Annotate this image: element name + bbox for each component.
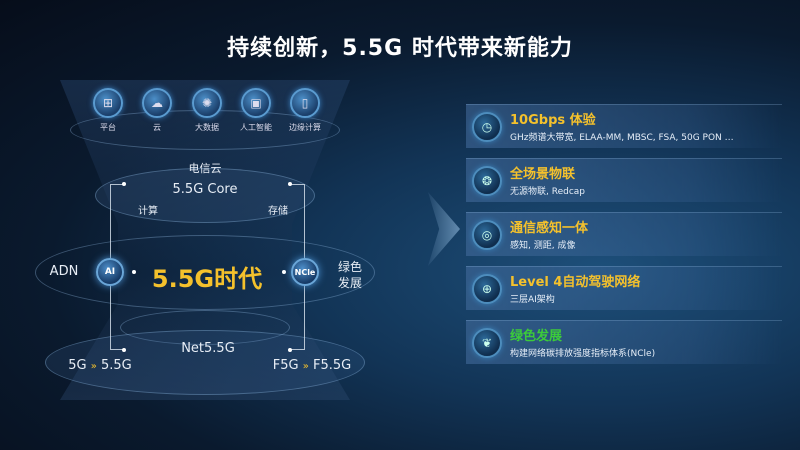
net-ring — [45, 330, 365, 395]
bracket-dot — [288, 348, 292, 352]
capability-card: ❂ 全场景物联 无源物联, Redcap — [466, 158, 782, 202]
double-chevron-icon: » — [302, 361, 309, 372]
adn-label: ADN — [49, 264, 79, 279]
sensing-icon: ◎ — [472, 220, 502, 250]
cloud-item-label: 边缘计算 — [289, 123, 321, 132]
bracket-dot — [122, 182, 126, 186]
bracket-dot — [288, 182, 292, 186]
cloud-item-label: 平台 — [100, 123, 116, 132]
card-subtitle: 构建网络碳排放强度指标体系(NCle) — [510, 349, 656, 359]
capability-card: ⊕ Level 4自动驾驶网络 三层AI架构 — [466, 266, 782, 310]
center-label: 5.5G时代 — [151, 265, 263, 293]
telecom-cloud-label: 电信云 — [188, 162, 222, 175]
capability-card: ◷ 10Gbps 体验 GHz频谱大带宽, ELAA-MM, MBSC, FSA… — [466, 104, 782, 148]
autonomous-network-icon: ⊕ — [472, 274, 502, 304]
card-subtitle: 三层AI架构 — [510, 295, 555, 305]
cloud-item-2: ✺ 大数据 — [182, 88, 232, 133]
capability-card: ◎ 通信感知一体 感知, 测距, 成像 — [466, 212, 782, 256]
ai-node: AI — [96, 258, 124, 286]
arrow-right-icon — [428, 192, 460, 266]
cloud-item-label: 云 — [153, 123, 161, 132]
cloud-item-4: ▯ 边缘计算 — [280, 88, 330, 133]
speed-gauge-icon: ◷ — [472, 112, 502, 142]
card-title: 通信感知一体 — [510, 221, 589, 236]
platform-icon: ⊞ — [93, 88, 123, 118]
card-title: 10Gbps 体验 — [510, 113, 596, 128]
evolution-from: 5G — [68, 358, 87, 373]
capability-card: ❦ 绿色发展 构建网络碳排放强度指标体系(NCle) — [466, 320, 782, 364]
bracket-dot — [122, 348, 126, 352]
green-label-2: 发展 — [337, 276, 363, 290]
card-subtitle: GHz频谱大带宽, ELAA-MM, MBSC, FSA, 50G PON … — [510, 133, 734, 143]
card-title: 全场景物联 — [510, 167, 576, 182]
big-data-icon: ✺ — [192, 88, 222, 118]
cloud-item-label: 人工智能 — [240, 123, 272, 132]
cloud-item-3: ▣ 人工智能 — [231, 88, 281, 133]
cloud-item-0: ⊞ 平台 — [83, 88, 133, 133]
core-ring — [95, 168, 315, 223]
net-label: Net5.5G — [181, 341, 235, 356]
right-evolution: F5G » F5.5G — [273, 358, 351, 373]
card-title: 绿色发展 — [510, 329, 563, 344]
bracket-dot — [132, 270, 136, 274]
ai-chip-icon: ▣ — [241, 88, 271, 118]
storage-label: 存储 — [268, 206, 288, 217]
slide-title: 持续创新，5.5G 时代带来新能力 — [227, 36, 573, 61]
green-label-1: 绿色 — [337, 260, 363, 274]
core-label: 5.5G Core — [172, 182, 238, 197]
double-chevron-icon: » — [90, 361, 97, 372]
evolution-to: 5.5G — [101, 358, 132, 373]
cloud-item-1: ☁ 云 — [132, 88, 182, 133]
card-subtitle: 无源物联, Redcap — [510, 187, 585, 197]
cloud-icon: ☁ — [142, 88, 172, 118]
edge-computing-icon: ▯ — [290, 88, 320, 118]
evolution-to: F5.5G — [313, 358, 352, 373]
ncle-node: NCle — [291, 258, 319, 286]
bracket-dot — [282, 270, 286, 274]
card-subtitle: 感知, 测距, 成像 — [510, 241, 576, 251]
cloud-item-label: 大数据 — [195, 123, 219, 132]
evolution-from: F5G — [272, 358, 299, 373]
card-title: Level 4自动驾驶网络 — [510, 275, 641, 290]
compute-label: 计算 — [138, 206, 158, 217]
left-evolution: 5G » 5.5G — [68, 358, 132, 373]
leaf-icon: ❦ — [472, 328, 502, 358]
iot-network-icon: ❂ — [472, 166, 502, 196]
